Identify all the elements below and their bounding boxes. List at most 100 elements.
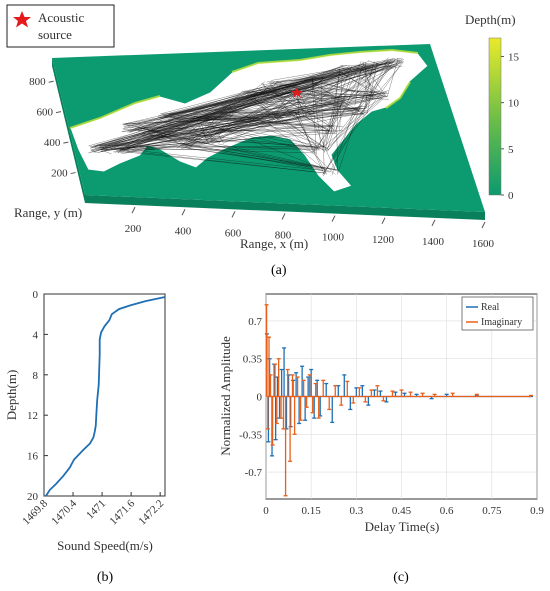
x-tick-label: 0.45: [392, 505, 412, 517]
ray-line: [157, 138, 207, 144]
ray-line: [123, 129, 213, 137]
ray-line: [148, 95, 244, 133]
ray-line: [141, 133, 189, 142]
ray-mesh: [88, 57, 404, 177]
ray-line: [167, 108, 363, 120]
ray-line: [312, 68, 376, 153]
ray-line: [327, 113, 360, 151]
ray-line: [266, 88, 387, 98]
ray-line: [206, 113, 228, 120]
ray-line: [326, 98, 384, 149]
ray-line: [119, 109, 226, 151]
ray-line: [296, 81, 318, 114]
panel-b-caption: (b): [97, 570, 114, 585]
x-tick: [131, 206, 136, 214]
ray-line: [93, 133, 146, 153]
ray-line: [123, 121, 271, 150]
ray-line: [364, 97, 383, 109]
ray-line: [189, 148, 337, 171]
series-imaginary: [264, 304, 533, 497]
ray-line: [295, 112, 325, 175]
terrain-slab-front: [85, 195, 485, 220]
x-tick-label: 1600: [472, 238, 495, 250]
ray-line: [138, 113, 172, 132]
y-tick: [70, 172, 76, 175]
ray-line: [295, 91, 304, 116]
ray-line: [88, 105, 234, 146]
ray-line: [351, 105, 362, 110]
x-tick: [331, 215, 336, 222]
panel-a-y-label: Range, y (m): [14, 205, 82, 220]
x-tick-label: 1472.2: [136, 498, 166, 528]
ray-line: [336, 126, 338, 173]
ray-line: [125, 122, 266, 153]
ray-line: [141, 125, 334, 137]
colorbar-tick-label: 0: [508, 190, 514, 202]
panel-c-caption: (c): [393, 570, 409, 585]
panel-a-colorbar: Depth(m) 0 5 10 15: [465, 12, 520, 202]
ray-line: [184, 95, 383, 147]
legend-imaginary-label: Imaginary: [481, 317, 522, 328]
ray-line: [113, 66, 341, 153]
ray-line: [232, 65, 344, 110]
ray-line: [322, 128, 329, 147]
ray-line: [119, 119, 271, 151]
ray-line: [127, 126, 130, 129]
ray-line: [193, 116, 269, 121]
ray-line: [219, 67, 344, 140]
x-tick-label: 1471.6: [107, 497, 137, 527]
ray-line: [135, 117, 274, 130]
panel-c-y-label: Normalized Amplitude: [218, 336, 233, 456]
ray-line: [269, 84, 320, 151]
x-tick-label: 0.75: [482, 505, 502, 517]
ray-line: [156, 137, 325, 148]
ray-line: [98, 95, 389, 147]
ray-line: [274, 117, 336, 175]
ray-line: [278, 65, 347, 86]
ray-line: [323, 83, 374, 98]
ray-line: [275, 84, 335, 128]
x-tick-label: 1000: [322, 232, 345, 244]
panel-c-channel-impulse-response: 0 0.15 0.3 0.45 0.6 0.75 0.9-0.7-0.3500.350.7 …: [218, 293, 544, 585]
x-tick-label: 0.9: [530, 505, 544, 517]
ray-line: [292, 59, 404, 86]
ray-line: [295, 113, 327, 175]
ray-line: [322, 65, 401, 175]
x-tick-label: 400: [175, 225, 192, 237]
x-tick: [381, 217, 386, 224]
ray-line: [210, 62, 379, 136]
y-tick: [48, 80, 54, 83]
ray-line: [223, 65, 389, 144]
panel-a-x-label: Range, x (m): [240, 236, 308, 251]
colorbar-tick-label: 15: [508, 51, 520, 63]
source-marker: [291, 87, 303, 98]
ray-line: [228, 82, 277, 114]
ray-line: [158, 91, 255, 117]
ray-line: [262, 82, 266, 89]
y-tick-label: 16: [27, 451, 39, 463]
ray-line: [305, 64, 398, 114]
ray-line: [347, 68, 369, 101]
shoreline-highlight: [69, 48, 419, 129]
ray-line: [122, 151, 327, 174]
ray-line: [161, 114, 314, 152]
ray-line: [293, 111, 329, 134]
y-tick-label: 12: [27, 410, 38, 422]
x-tick-label: 1200: [372, 234, 395, 246]
y-tick-label: 0: [33, 289, 39, 301]
terrain-slab-left: [52, 58, 85, 203]
ray-line: [346, 58, 403, 104]
ray-line: [324, 72, 341, 153]
panel-b-plot-frame: [43, 293, 166, 497]
y-tick: [63, 141, 69, 144]
colorbar-tick-label: 5: [508, 144, 514, 156]
ray-line: [267, 60, 403, 117]
x-tick: [431, 219, 436, 227]
x-tick-label: 1471: [84, 498, 108, 522]
ray-line: [323, 68, 379, 177]
ray-line: [267, 122, 326, 171]
y-tick-label: 4: [33, 329, 39, 341]
ray-line: [98, 134, 155, 153]
ray-line: [270, 69, 337, 81]
